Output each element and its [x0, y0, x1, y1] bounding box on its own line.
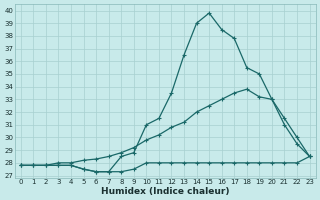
X-axis label: Humidex (Indice chaleur): Humidex (Indice chaleur) — [101, 187, 229, 196]
